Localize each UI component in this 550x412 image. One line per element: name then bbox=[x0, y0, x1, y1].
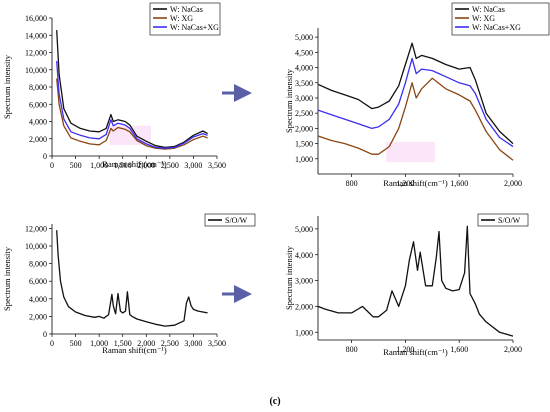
chart-bottom-left: 0 2,000 4,000 6,000 8,000 10,000 12,000 0 500 1,0… bbox=[2, 213, 256, 355]
y-tick-label: 5,000 bbox=[295, 33, 313, 42]
x-tick-label: 1,000 bbox=[90, 339, 108, 348]
x-tick-label: 0 bbox=[50, 339, 54, 348]
x-tick-label: 3,500 bbox=[208, 161, 226, 170]
series-line-0 bbox=[317, 225, 514, 337]
series-line-1 bbox=[317, 77, 514, 161]
y-tick-label: 14,000 bbox=[25, 31, 47, 40]
y-tick-label: 5,000 bbox=[295, 225, 313, 234]
legend-label: W: NaCas+XG bbox=[170, 23, 219, 32]
x-tick-label: 3,500 bbox=[208, 339, 226, 348]
x-tick-label: 1,200 bbox=[396, 345, 414, 354]
y-tick-label: 3,500 bbox=[295, 79, 313, 88]
x-tick-label: 1,600 bbox=[450, 345, 468, 354]
y-tick-label: 2,500 bbox=[295, 109, 313, 118]
x-axis-label: Raman shift(cm⁻¹) bbox=[102, 159, 167, 169]
x-tick-label: 1,500 bbox=[114, 339, 132, 348]
legend-label: S/O/W bbox=[225, 216, 248, 225]
y-axis-label: Spectrum intensity bbox=[2, 54, 12, 119]
x-tick-label: 500 bbox=[70, 161, 82, 170]
y-tick-label: 4,000 bbox=[295, 251, 313, 260]
y-tick-label: 8,000 bbox=[29, 260, 47, 269]
x-tick-label: 1,600 bbox=[450, 179, 468, 188]
series-line-2 bbox=[317, 57, 514, 148]
legend-label: W: NaCas+XG bbox=[472, 23, 521, 32]
x-tick-label: 2,500 bbox=[161, 339, 179, 348]
y-tick-label: 1,000 bbox=[295, 328, 313, 337]
series-line-0 bbox=[317, 42, 514, 145]
series-line-1 bbox=[56, 78, 208, 150]
figure-caption: (c) bbox=[269, 396, 280, 407]
y-tick-label: 10,000 bbox=[25, 66, 47, 75]
x-tick-label: 1,500 bbox=[114, 161, 132, 170]
y-tick-label: 4,000 bbox=[29, 295, 47, 304]
legend: S/O/W bbox=[204, 213, 256, 227]
x-tick-label: 2,500 bbox=[161, 161, 179, 170]
legend-label: W: XG bbox=[472, 14, 495, 23]
x-tick-label: 2,000 bbox=[504, 345, 522, 354]
series-line-0 bbox=[56, 230, 208, 327]
x-tick-label: 0 bbox=[50, 161, 54, 170]
y-tick-label: 1,000 bbox=[295, 155, 313, 164]
y-tick-label: 2,000 bbox=[29, 135, 47, 144]
x-tick-label: 2,000 bbox=[137, 161, 155, 170]
y-axis-label: Spectrum intensity bbox=[284, 245, 294, 310]
x-tick-label: 500 bbox=[70, 339, 82, 348]
chart-top-left: 0 2,000 4,000 6,000 8,000 10,000 12,000 14,000 1… bbox=[2, 2, 226, 170]
x-axis-label: Raman shift(cm⁻¹) bbox=[383, 178, 448, 188]
x-tick-label: 2,000 bbox=[137, 339, 155, 348]
y-tick-label: 6,000 bbox=[29, 100, 47, 109]
legend-box bbox=[477, 213, 529, 227]
noise-band bbox=[386, 141, 435, 163]
series-line-0 bbox=[56, 30, 208, 149]
y-tick-label: 0 bbox=[43, 330, 47, 339]
y-tick-label: 12,000 bbox=[25, 224, 47, 233]
x-axis-label: Raman shift(cm⁻¹) bbox=[102, 345, 167, 355]
legend: S/O/W bbox=[477, 213, 529, 227]
y-tick-label: 6,000 bbox=[29, 277, 47, 286]
y-tick-label: 4,500 bbox=[295, 48, 313, 57]
legend-label: W: NaCas bbox=[472, 5, 505, 14]
y-tick-label: 10,000 bbox=[25, 242, 47, 251]
x-tick-label: 800 bbox=[346, 179, 358, 188]
y-tick-label: 4,000 bbox=[29, 118, 47, 127]
y-tick-label: 2,000 bbox=[295, 124, 313, 133]
y-axis-label: Spectrum intensity bbox=[284, 68, 294, 133]
legend-box bbox=[204, 213, 256, 227]
x-tick-label: 3,000 bbox=[184, 161, 202, 170]
series-line-2 bbox=[56, 61, 208, 149]
x-tick-label: 2,000 bbox=[504, 179, 522, 188]
y-tick-label: 12,000 bbox=[25, 49, 47, 58]
x-axis-label: Raman shift(cm⁻¹) bbox=[383, 347, 448, 357]
chart-bottom-right: 1,000 2,000 3,000 4,000 5,000 800 1,200 1,600 2,… bbox=[284, 213, 529, 357]
x-tick-label: 800 bbox=[346, 345, 358, 354]
y-tick-label: 3,000 bbox=[295, 94, 313, 103]
x-tick-label: 1,000 bbox=[90, 161, 108, 170]
y-tick-label: 0 bbox=[43, 152, 47, 161]
y-tick-label: 16,000 bbox=[25, 14, 47, 23]
y-tick-label: 1,500 bbox=[295, 140, 313, 149]
y-axis-label: Spectrum intensity bbox=[2, 246, 12, 311]
y-tick-label: 2,000 bbox=[29, 312, 47, 321]
y-tick-label: 2,000 bbox=[295, 302, 313, 311]
legend-label: W: NaCas bbox=[170, 5, 203, 14]
y-tick-label: 3,000 bbox=[295, 277, 313, 286]
y-tick-label: 4,000 bbox=[295, 64, 313, 73]
legend-label: S/O/W bbox=[498, 216, 521, 225]
x-tick-label: 1,200 bbox=[396, 179, 414, 188]
x-tick-label: 3,000 bbox=[184, 339, 202, 348]
y-tick-label: 8,000 bbox=[29, 83, 47, 92]
chart-top-right: 1,000 1,500 2,000 2,500 3,000 3,500 4,000 4,500… bbox=[284, 2, 550, 188]
legend-label: W: XG bbox=[170, 14, 193, 23]
